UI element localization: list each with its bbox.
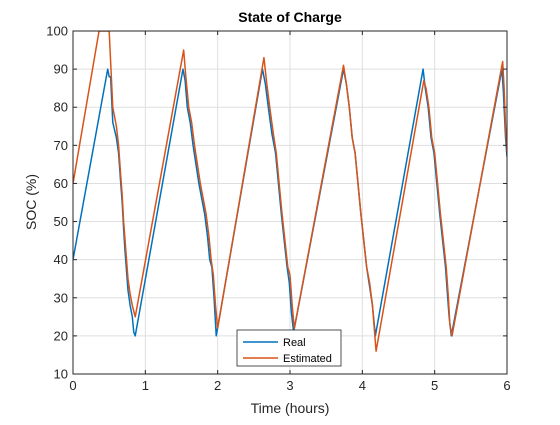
y-tick-label: 80 bbox=[54, 100, 68, 115]
legend: Real Estimated bbox=[236, 329, 342, 367]
y-tick-label: 50 bbox=[54, 214, 68, 229]
y-tick-label: 90 bbox=[54, 62, 68, 77]
y-tick-label: 70 bbox=[54, 138, 68, 153]
y-tick-label: 60 bbox=[54, 176, 68, 191]
series-line-estimated bbox=[73, 31, 507, 352]
y-tick-label: 10 bbox=[54, 367, 68, 382]
legend-box bbox=[236, 329, 342, 367]
x-tick-label: 1 bbox=[142, 378, 149, 393]
x-tick-label: 0 bbox=[69, 378, 76, 393]
x-tick-label: 5 bbox=[431, 378, 438, 393]
y-tick-label: 30 bbox=[54, 290, 68, 305]
legend-label-estimated: Estimated bbox=[283, 353, 332, 365]
x-tick-label: 3 bbox=[286, 378, 293, 393]
x-tick-label: 6 bbox=[503, 378, 510, 393]
x-axis-label: Time (hours) bbox=[251, 400, 330, 416]
y-tick-label: 20 bbox=[54, 328, 68, 343]
chart-title: State of Charge bbox=[238, 9, 342, 25]
y-tick-label: 100 bbox=[46, 24, 68, 39]
series-layer bbox=[73, 31, 507, 352]
legend-label-real: Real bbox=[283, 337, 306, 349]
y-tick-label: 40 bbox=[54, 252, 68, 267]
x-tick-label: 2 bbox=[214, 378, 221, 393]
ticks: 0 1 2 3 4 5 6 10 20 30 40 50 60 70 80 90 100 bbox=[46, 24, 510, 394]
x-tick-label: 4 bbox=[359, 378, 366, 393]
y-axis-label: SOC (%) bbox=[23, 174, 39, 230]
